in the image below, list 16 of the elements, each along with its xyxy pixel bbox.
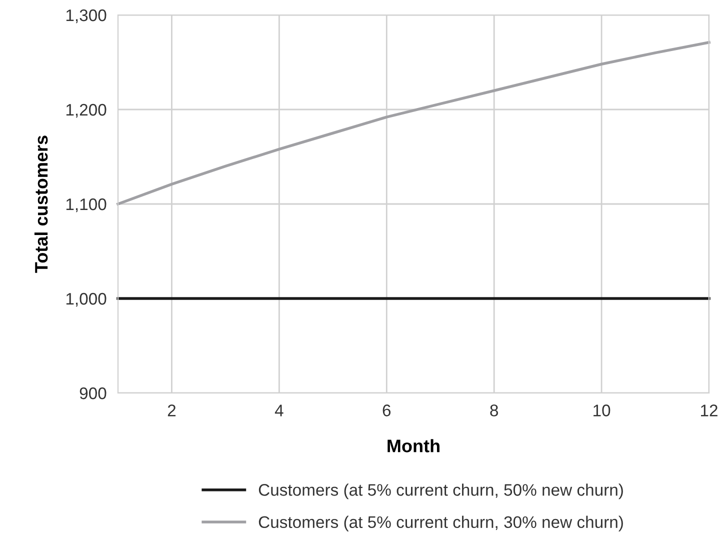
y-tick-label: 1,000 (66, 292, 106, 307)
x-tick-label: 2 (168, 404, 176, 416)
y-tick-label: 1,100 (66, 198, 106, 212)
legend-label: Customers (at 5% current churn, 30% new churn) (258, 516, 623, 532)
x-tick-label: 4 (274, 404, 284, 416)
legend-label: Customers (at 5% current churn, 50% new churn) (258, 484, 623, 500)
y-tick-label: 1,200 (66, 104, 106, 118)
x-tick-label: 6 (382, 404, 391, 416)
x-tick-label: 12 (701, 404, 718, 416)
line-series (116, 41, 710, 206)
x-tick-label: 8 (490, 404, 498, 416)
y-tick-label: 900 (80, 387, 106, 400)
y-tick-label: 1,300 (66, 9, 106, 24)
x-axis-title: Month (388, 439, 440, 452)
y-axis-title: Total customers (34, 136, 48, 273)
x-tick-label: 10 (594, 404, 610, 416)
